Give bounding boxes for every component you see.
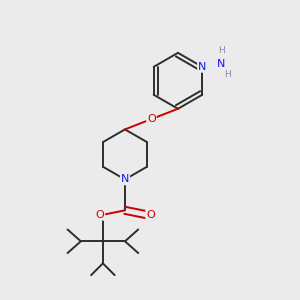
Text: O: O — [147, 114, 156, 124]
Text: O: O — [96, 210, 104, 220]
Text: H: H — [224, 70, 231, 79]
Text: N: N — [121, 174, 129, 184]
Text: N: N — [217, 59, 226, 69]
Text: H: H — [218, 46, 225, 55]
Text: N: N — [198, 62, 206, 72]
Text: O: O — [146, 210, 155, 220]
